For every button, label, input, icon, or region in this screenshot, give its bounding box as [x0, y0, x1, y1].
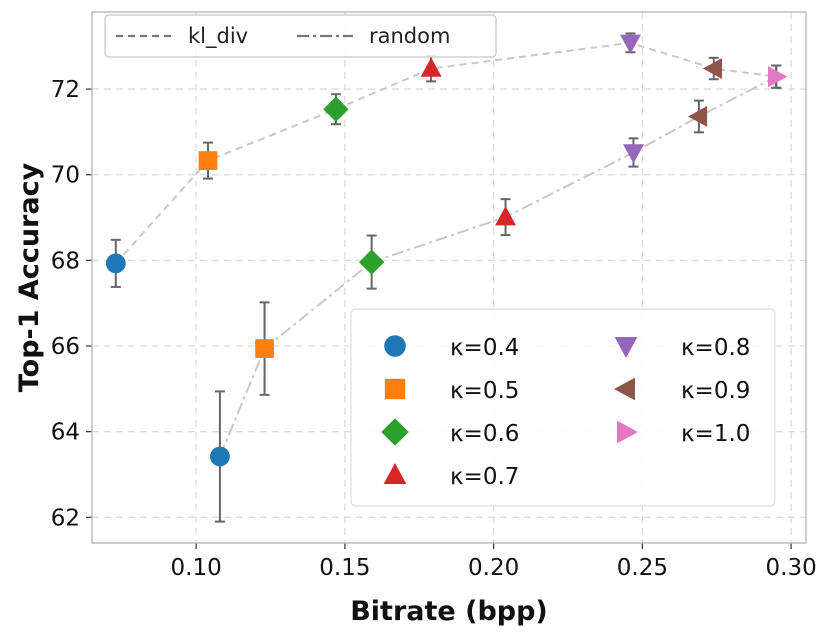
- y-tick-label: 68: [51, 248, 80, 274]
- x-tick-label: 0.10: [171, 555, 222, 581]
- legend-label-kappa-0.9: κ=0.9: [681, 378, 750, 404]
- data-markers: [105, 32, 788, 523]
- plot-frame: [91, 11, 807, 544]
- x-tick-label: 0.25: [617, 555, 668, 581]
- random-point-kappa-0.8: [623, 144, 644, 164]
- random-point-kappa-0.6: [359, 249, 385, 275]
- kl_div-legend-label: kl_div: [188, 24, 248, 49]
- legend-marker-kappa-0.8: [614, 337, 638, 358]
- y-tick-label: 64: [51, 420, 80, 446]
- kappa-legend: κ=0.4 κ=0.5 κ=0.6 κ=0.7 κ=0.8 κ=0.9 κ=1.0: [350, 308, 776, 507]
- y-axis-ticks: 62 64 66 68 70 72: [51, 77, 92, 531]
- y-axis-label: Top-1 Accuracy: [14, 162, 45, 392]
- legend-marker-kappa-0.9: [614, 377, 635, 401]
- legend-marker-kappa-1.0: [617, 420, 638, 444]
- x-tick-label: 0.15: [319, 555, 370, 581]
- x-axis-ticks: 0.10 0.15 0.20 0.25 0.30: [171, 543, 817, 581]
- x-tick-label: 0.30: [766, 555, 817, 581]
- random-point-kappa-0.9: [687, 106, 708, 127]
- kappa-legend-frame: [350, 308, 776, 507]
- y-tick-label: 66: [51, 334, 80, 360]
- legend-label-kappa-1.0: κ=1.0: [681, 421, 750, 447]
- kl_div-point-kappa-0.9: [702, 58, 723, 79]
- random-point-kappa-0.7: [495, 206, 516, 226]
- y-tick-label: 62: [51, 505, 80, 531]
- x-tick-label: 0.20: [468, 555, 519, 581]
- line-style-legend: kl_div random: [104, 14, 497, 58]
- legend-label-kappa-0.4: κ=0.4: [450, 335, 519, 361]
- kl_div-point-kappa-0.4: [105, 253, 126, 274]
- random-point-kappa-0.5: [255, 339, 274, 358]
- legend-label-kappa-0.8: κ=0.8: [681, 335, 750, 361]
- kl_div-point-kappa-0.6: [323, 96, 349, 122]
- kl_div-point-kappa-0.7: [420, 57, 442, 77]
- legend-label-kappa-0.7: κ=0.7: [450, 464, 519, 490]
- legend-marker-kappa-0.6: [381, 418, 409, 446]
- legend-label-kappa-0.5: κ=0.5: [450, 378, 519, 404]
- random-point-kappa-1.0: [768, 66, 788, 88]
- kl_div-point-kappa-0.5: [198, 151, 218, 170]
- legend-marker-kappa-0.7: [383, 463, 407, 484]
- kl_div-point-kappa-0.8: [620, 34, 641, 54]
- y-tick-label: 72: [51, 77, 80, 103]
- random-legend-label: random: [369, 24, 450, 48]
- legend-marker-kappa-0.5: [384, 378, 406, 400]
- y-tick-label: 70: [51, 163, 80, 189]
- random-point-kappa-0.4: [210, 446, 230, 467]
- legend-label-kappa-0.6: κ=0.6: [450, 421, 519, 447]
- legend-marker-kappa-0.4: [384, 335, 406, 357]
- x-axis-label: Bitrate (bpp): [350, 596, 548, 627]
